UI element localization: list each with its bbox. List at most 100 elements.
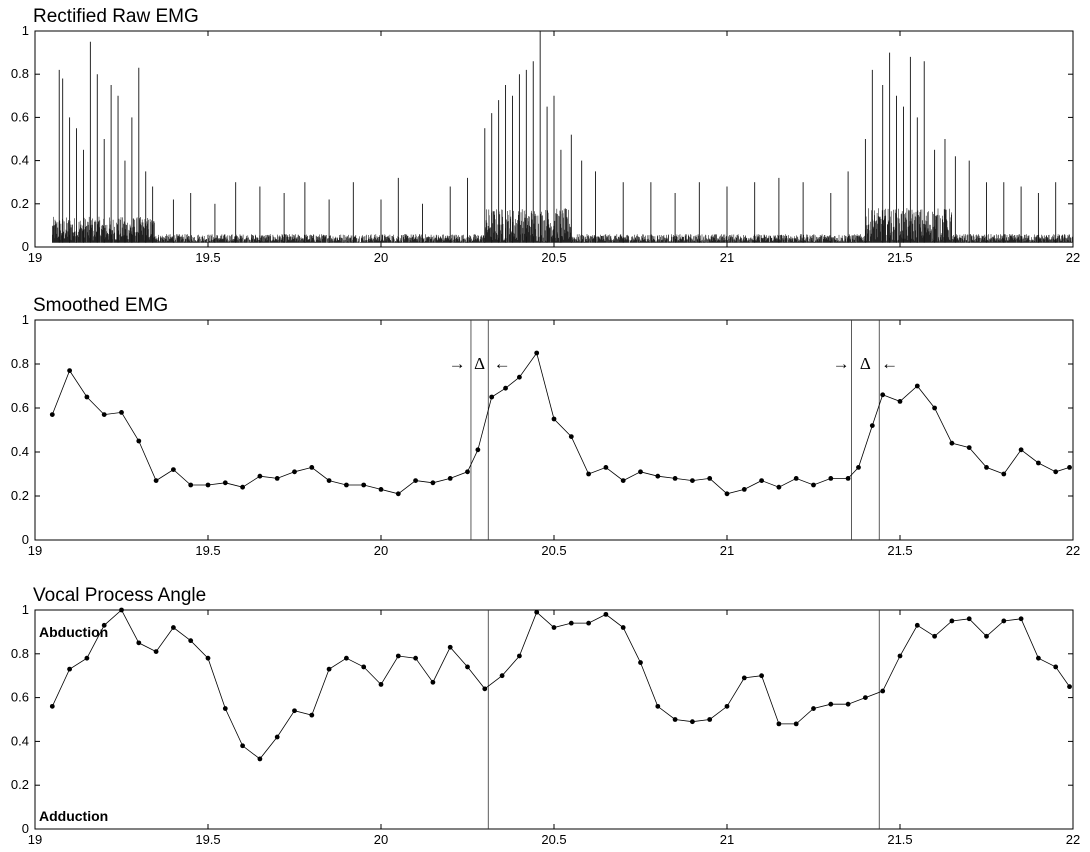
data-point xyxy=(793,721,799,727)
data-point xyxy=(984,465,989,470)
data-point xyxy=(395,491,401,497)
data-point xyxy=(966,445,972,450)
panel-title: Smoothed EMG xyxy=(33,295,168,316)
x-tick-label: 19.5 xyxy=(195,250,220,265)
x-tick-label: 19 xyxy=(28,832,42,847)
data-point xyxy=(672,476,678,481)
data-point xyxy=(932,405,937,411)
data-point xyxy=(430,480,436,486)
data-point xyxy=(603,611,609,617)
data-point xyxy=(897,399,903,404)
x-tick-label: 20.5 xyxy=(541,832,566,847)
y-tick-label: 0.2 xyxy=(11,777,29,792)
data-point xyxy=(378,487,384,492)
data-point xyxy=(361,664,367,670)
data-point xyxy=(724,703,730,709)
y-tick-label: 0.4 xyxy=(11,733,29,748)
y-tick-label: 0 xyxy=(22,532,29,547)
data-point xyxy=(707,717,713,722)
panel-title: Rectified Raw EMG xyxy=(33,6,199,27)
data-point xyxy=(136,438,142,444)
data-point xyxy=(153,478,159,483)
data-point xyxy=(222,706,228,711)
data-point xyxy=(793,476,799,481)
x-tick-label: 21 xyxy=(720,250,734,265)
x-tick-label: 19 xyxy=(28,250,42,265)
data-point xyxy=(240,484,246,490)
data-point xyxy=(67,666,72,672)
data-point xyxy=(690,719,695,725)
data-point xyxy=(690,478,695,483)
data-point xyxy=(914,622,920,628)
data-point xyxy=(119,410,124,415)
data-point xyxy=(759,673,764,679)
data-point xyxy=(897,653,903,659)
x-tick-label: 20 xyxy=(374,250,388,265)
y-tick-label: 0.8 xyxy=(11,356,29,371)
data-point xyxy=(1067,465,1072,470)
delta-annotation: ← xyxy=(881,354,898,373)
x-tick-label: 20.5 xyxy=(541,250,566,265)
data-point xyxy=(586,471,591,477)
data-point xyxy=(776,721,782,727)
data-point xyxy=(119,607,124,613)
data-point xyxy=(503,385,508,391)
data-point xyxy=(49,412,55,417)
data-point xyxy=(395,653,401,659)
y-tick-label: 0.4 xyxy=(11,153,29,168)
data-point xyxy=(551,416,557,422)
data-point xyxy=(67,368,72,373)
data-point xyxy=(482,686,488,692)
delta-annotation: → xyxy=(449,354,466,373)
data-point xyxy=(534,609,540,615)
data-point xyxy=(447,476,453,481)
data-point xyxy=(257,756,263,762)
data-point xyxy=(171,625,176,630)
x-tick-label: 21 xyxy=(720,543,734,558)
data-point xyxy=(655,703,661,709)
data-point xyxy=(292,708,297,714)
x-tick-label: 20 xyxy=(374,832,388,847)
data-point xyxy=(724,491,730,497)
data-point xyxy=(880,688,886,694)
data-point xyxy=(49,703,55,709)
data-point xyxy=(828,701,834,707)
y-tick-label: 0 xyxy=(22,821,29,836)
panel-vocal-process-angle: Vocal Process Angle 19 19.5 20 20.5 21 21.5 22 0… xyxy=(11,585,1080,847)
delta-annotation: Δ xyxy=(474,354,485,373)
panel-title: Vocal Process Angle xyxy=(33,585,206,606)
series-line xyxy=(51,609,1070,760)
data-point xyxy=(707,476,713,481)
data-point xyxy=(603,465,609,470)
data-point xyxy=(568,434,574,439)
data-point xyxy=(655,473,661,479)
y-tick-label: 0.8 xyxy=(11,646,29,661)
data-point xyxy=(856,465,861,470)
data-point xyxy=(101,622,107,628)
data-point xyxy=(101,412,107,417)
data-point xyxy=(811,482,816,488)
data-point xyxy=(188,638,194,644)
y-tick-label: 0.6 xyxy=(11,400,29,415)
data-point xyxy=(845,476,851,481)
data-point xyxy=(1018,616,1024,622)
data-point xyxy=(828,476,834,481)
data-point xyxy=(534,350,540,356)
data-point xyxy=(620,625,626,630)
x-tick-label: 21.5 xyxy=(887,250,912,265)
y-tick-label: 1 xyxy=(22,312,29,327)
data-point xyxy=(309,465,315,470)
data-point xyxy=(620,478,626,483)
x-tick-label: 22 xyxy=(1066,832,1080,847)
data-point xyxy=(292,469,297,475)
y-tick-label: 0.6 xyxy=(11,690,29,705)
data-point xyxy=(257,473,263,479)
data-point xyxy=(1036,655,1041,661)
x-tick-label: 19 xyxy=(28,543,42,558)
delta-annotation: ← xyxy=(494,354,511,373)
data-point xyxy=(188,482,194,488)
data-point xyxy=(413,478,418,483)
data-point xyxy=(326,666,332,672)
data-point xyxy=(845,701,851,707)
